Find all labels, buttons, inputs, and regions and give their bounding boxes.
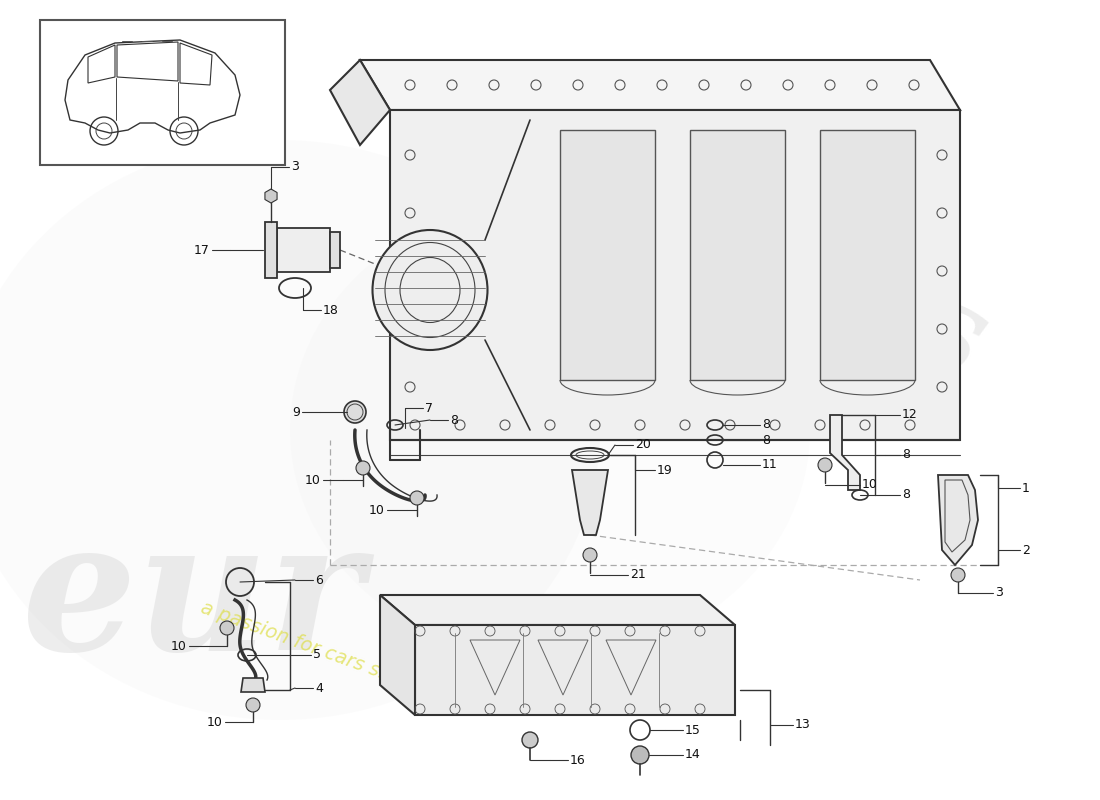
Text: 8: 8 (762, 418, 770, 431)
Text: 10: 10 (862, 478, 878, 491)
Circle shape (410, 491, 424, 505)
Text: 11: 11 (762, 458, 778, 471)
Polygon shape (330, 232, 340, 268)
Text: 13: 13 (795, 718, 811, 731)
Polygon shape (330, 60, 390, 145)
Circle shape (356, 461, 370, 475)
Polygon shape (379, 595, 415, 715)
Ellipse shape (290, 200, 810, 660)
Polygon shape (830, 415, 860, 490)
Text: 8: 8 (762, 434, 770, 446)
Text: 8: 8 (902, 449, 910, 462)
Text: 3: 3 (292, 161, 299, 174)
Text: 10: 10 (207, 715, 223, 729)
Circle shape (220, 621, 234, 635)
Ellipse shape (344, 401, 366, 423)
Text: 15: 15 (685, 723, 701, 737)
Circle shape (583, 548, 597, 562)
Text: 20: 20 (635, 438, 651, 451)
Text: 21: 21 (630, 569, 646, 582)
Polygon shape (277, 228, 330, 272)
Polygon shape (390, 110, 960, 440)
Circle shape (818, 458, 832, 472)
Text: 17: 17 (194, 243, 210, 257)
Text: 12: 12 (902, 409, 917, 422)
Text: 9: 9 (293, 406, 300, 418)
Polygon shape (938, 475, 978, 565)
Text: 1: 1 (1022, 482, 1030, 494)
Circle shape (246, 698, 260, 712)
Text: 14: 14 (685, 749, 701, 762)
Polygon shape (415, 625, 735, 715)
Ellipse shape (0, 140, 600, 720)
Text: since 1985: since 1985 (770, 326, 915, 426)
Text: 10: 10 (172, 639, 187, 653)
Text: 18: 18 (323, 303, 339, 317)
Polygon shape (360, 60, 960, 110)
Polygon shape (241, 678, 265, 692)
Text: a passion for cars since 1985: a passion for cars since 1985 (198, 598, 473, 714)
Ellipse shape (373, 230, 487, 350)
Text: 5: 5 (314, 649, 321, 662)
Polygon shape (690, 130, 785, 380)
Text: ces: ces (748, 201, 1004, 407)
Circle shape (631, 746, 649, 764)
Polygon shape (265, 222, 277, 278)
Text: 3: 3 (996, 586, 1003, 599)
Text: 7: 7 (425, 402, 433, 414)
Text: 8: 8 (450, 414, 458, 426)
Text: 2: 2 (1022, 543, 1030, 557)
Text: 10: 10 (305, 474, 321, 486)
Text: eur: eur (22, 512, 363, 688)
Polygon shape (820, 130, 915, 380)
Polygon shape (572, 470, 608, 535)
Text: 4: 4 (315, 682, 323, 694)
Text: 8: 8 (902, 489, 910, 502)
Circle shape (522, 732, 538, 748)
Polygon shape (379, 595, 735, 625)
Circle shape (952, 568, 965, 582)
Text: 10: 10 (370, 503, 385, 517)
Text: 16: 16 (570, 754, 585, 766)
Text: 6: 6 (315, 574, 323, 586)
Polygon shape (560, 130, 654, 380)
Bar (40, 20, 285, 165)
Text: 19: 19 (657, 463, 673, 477)
